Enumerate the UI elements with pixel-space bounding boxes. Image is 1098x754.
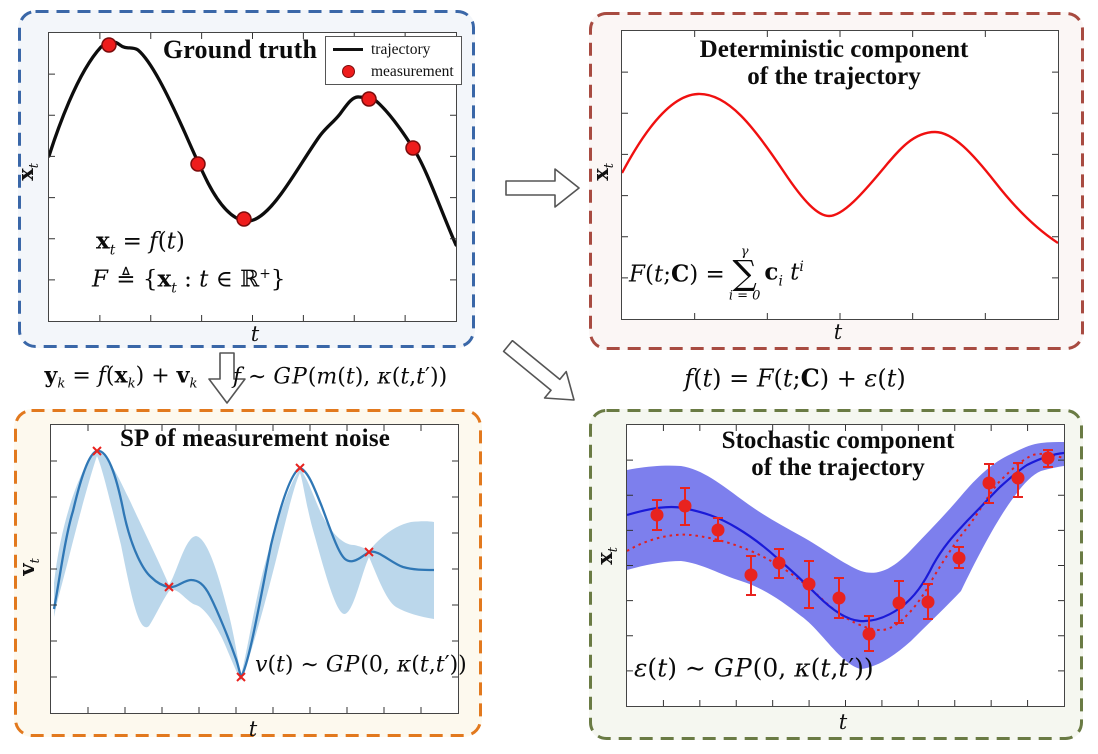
y-axis-label: xt [12,163,42,181]
deterministic-plot-canvas [622,31,1058,319]
legend: trajectory measurement [325,36,462,85]
legend-item-trajectory: trajectory [333,40,454,59]
summation-symbol: γ ∑ i = 0 [728,244,761,304]
arrow-right-icon [505,168,580,208]
noise-sp-plot-canvas [51,425,458,713]
arrow-down-icon [208,352,246,404]
posterior-band [627,442,1064,669]
x-axis-label: t [838,710,848,734]
y-axis-label: vt [13,558,43,576]
panel-noise-sp: SP of measurement noise v(t) ∼ GP(0, κ(t… [13,409,482,741]
x-axis-label: t [248,717,258,741]
panel-stochastic: Stochastic component of the trajectory ε… [589,409,1083,740]
deterministic-plot [621,30,1059,320]
gp-uncertainty-band [54,450,434,681]
measurement-error-bars [650,449,1055,652]
equation-stochastic-gp: ε(t) ∼ GP(0, κ(t,t′)) [634,653,874,683]
equation-gp-prior: f ∼ GP(m(t), κ(t,t′)) [232,364,448,390]
panel-title-deterministic: Deterministic component of the trajector… [699,36,969,90]
panel-title-noise-sp: SP of measurement noise [119,425,391,452]
arrow-diagonal-icon [502,340,575,401]
equation-state: xt = f(t) [96,227,185,259]
equation-trajectory-set: F ≜ {xt : t ∈ ℝ+} [92,265,286,297]
y-axis-label: xt [587,163,617,181]
deterministic-reference-dotted [627,452,1064,632]
noise-sample-markers [92,446,374,682]
trajectory-line-icon [333,48,363,51]
equation-noise-gp: v(t) ∼ GP(0, κ(t,t′)) [255,652,467,678]
panel-ground-truth: Ground truth trajectory measurement xt =… [13,10,475,348]
x-axis-label: t [250,322,260,346]
gp-mean-curve [52,449,435,680]
panel-title-stochastic: Stochastic component of the trajectory [721,427,955,481]
panel-deterministic: Deterministic component of the trajector… [587,12,1084,350]
deterministic-curve [622,92,1058,245]
posterior-mean-curve [627,451,1064,623]
y-axis-label: xt [591,547,621,565]
stochastic-plot [626,424,1065,707]
panel-title-ground-truth: Ground truth [162,35,318,64]
noise-sp-plot [50,424,459,714]
equation-decomposition: f(t) = F(t;C) + ε(t) [684,363,906,393]
legend-item-measurement: measurement [333,62,454,81]
equation-polynomial: F(t;C) = γ ∑ i = 0 ci ti [629,244,804,304]
equation-observation-model: yk = f(xk) + vk [44,362,198,392]
x-axis-label: t [833,320,843,344]
stochastic-plot-canvas [627,425,1064,706]
measurement-dots [101,37,421,227]
measurement-dot-icon [333,65,363,78]
